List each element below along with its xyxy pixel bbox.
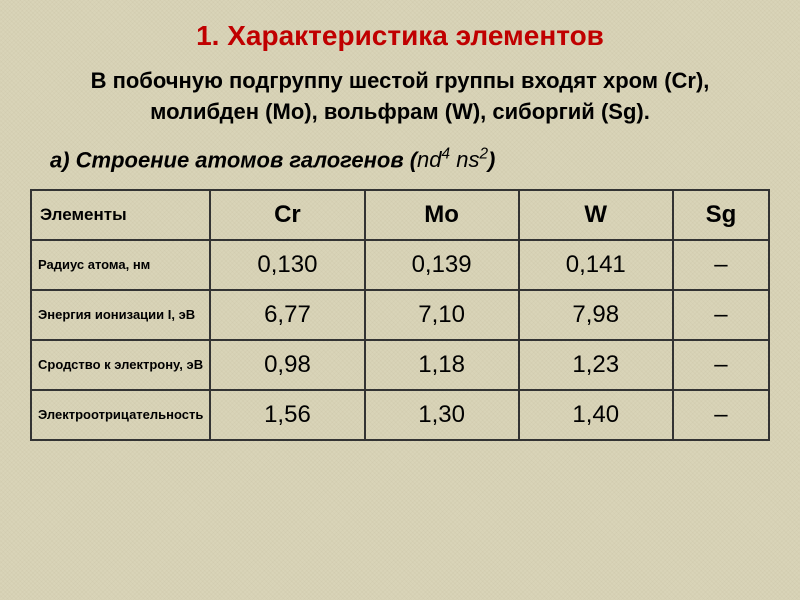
table-cell: – (673, 290, 769, 340)
table-cell: – (673, 390, 769, 440)
intro-line-2: молибден (Mo), вольфрам (W), сиборгий (S… (150, 99, 650, 124)
row-label: Электроотрицательность (31, 390, 210, 440)
row-label: Сродство к электрону, эВ (31, 340, 210, 390)
table-row: Сродство к электрону, эВ0,981,181,23– (31, 340, 769, 390)
col-header-cr: Cr (210, 190, 364, 240)
col-header-elements: Элементы (31, 190, 210, 240)
table-cell: 1,56 (210, 390, 364, 440)
table-cell: 1,30 (365, 390, 519, 440)
col-header-mo: Mo (365, 190, 519, 240)
table-cell: – (673, 340, 769, 390)
table-cell: 1,23 (519, 340, 673, 390)
intro-text: В побочную подгруппу шестой группы входя… (30, 66, 770, 128)
properties-table: Элементы Cr Mo W Sg Радиус атома, нм0,13… (30, 189, 770, 441)
table-cell: 0,98 (210, 340, 364, 390)
table-cell: 0,141 (519, 240, 673, 290)
subtitle-label: а) Строение атомов галогенов ( (50, 147, 417, 172)
section-subtitle: а) Строение атомов галогенов (nd4 ns2) (30, 146, 770, 173)
table-row: Радиус атома, нм0,1300,1390,141– (31, 240, 769, 290)
row-label: Радиус атома, нм (31, 240, 210, 290)
intro-line-1: В побочную подгруппу шестой группы входя… (91, 68, 710, 93)
table-cell: 6,77 (210, 290, 364, 340)
subtitle-formula: nd4 ns2 (417, 147, 488, 172)
table-cell: – (673, 240, 769, 290)
table-cell: 7,10 (365, 290, 519, 340)
col-header-sg: Sg (673, 190, 769, 240)
table-cell: 7,98 (519, 290, 673, 340)
subtitle-close: ) (488, 147, 495, 172)
table-cell: 1,18 (365, 340, 519, 390)
table-row: Энергия ионизации I, эВ6,777,107,98– (31, 290, 769, 340)
table-cell: 0,139 (365, 240, 519, 290)
table-cell: 0,130 (210, 240, 364, 290)
row-label: Энергия ионизации I, эВ (31, 290, 210, 340)
col-header-w: W (519, 190, 673, 240)
table-cell: 1,40 (519, 390, 673, 440)
table-header-row: Элементы Cr Mo W Sg (31, 190, 769, 240)
table-row: Электроотрицательность1,561,301,40– (31, 390, 769, 440)
slide-title: 1. Характеристика элементов (30, 20, 770, 52)
